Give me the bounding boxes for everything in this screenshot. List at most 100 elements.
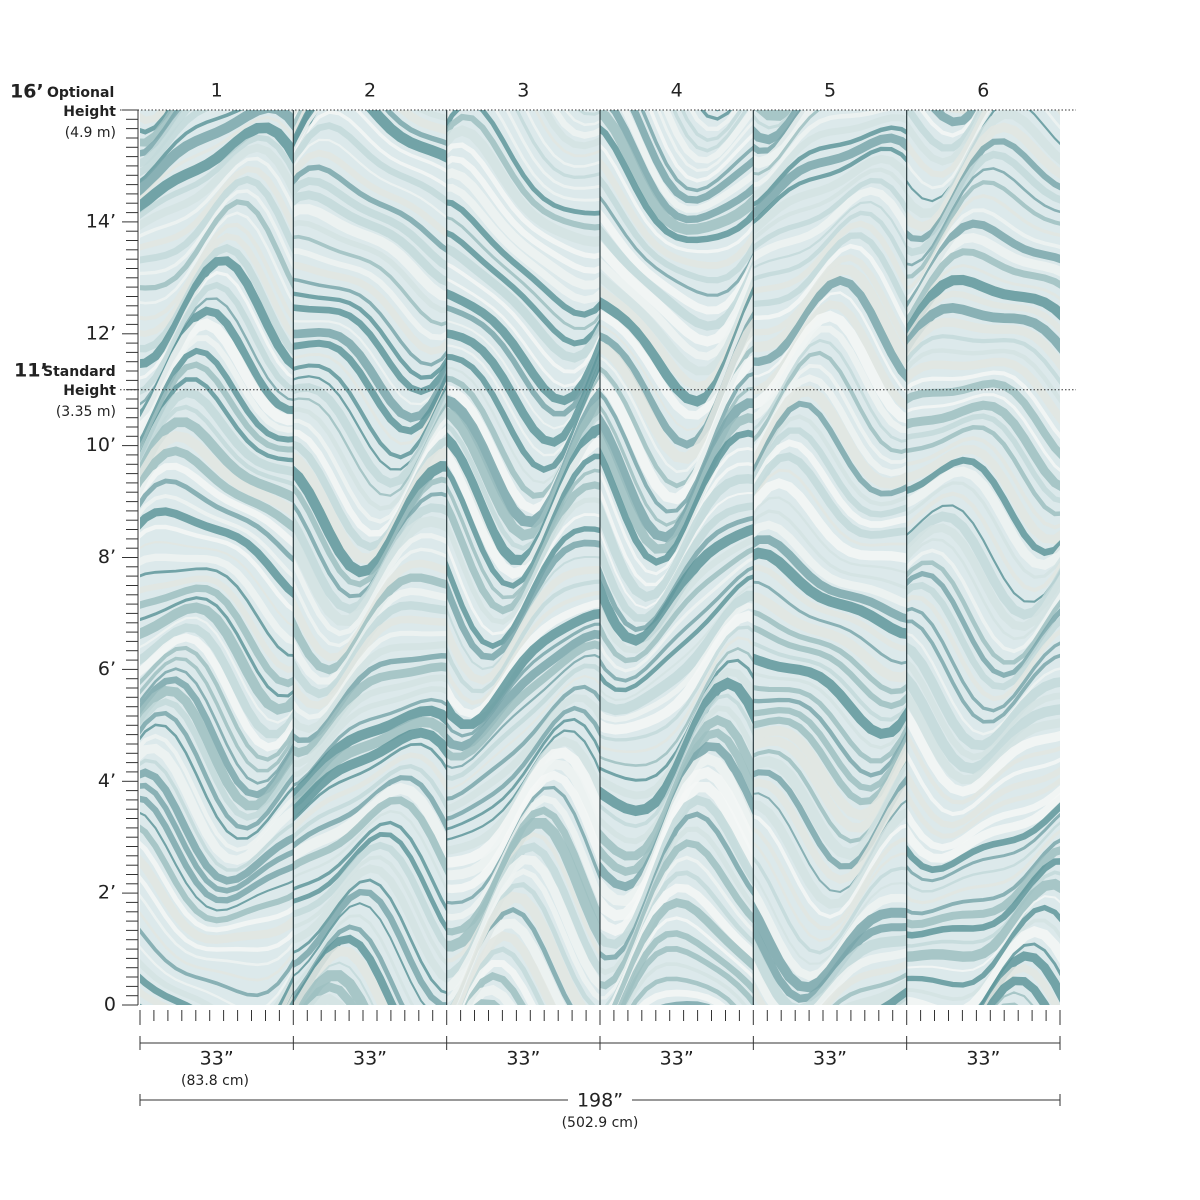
marble-vein xyxy=(600,610,754,735)
marble-vein xyxy=(600,839,754,990)
marble-vein xyxy=(753,641,907,722)
height-label: 0 xyxy=(104,994,116,1016)
marble-vein xyxy=(906,538,1060,641)
marble-vein xyxy=(906,167,1060,267)
marble-vein xyxy=(293,615,447,710)
marble-vein xyxy=(620,110,754,213)
marble-vein xyxy=(288,0,451,92)
marble-vein xyxy=(600,636,754,754)
marble-vein xyxy=(140,361,294,457)
marble-vein xyxy=(600,590,754,716)
marble-vein xyxy=(446,329,600,447)
marble-vein xyxy=(293,686,447,778)
marble-vein xyxy=(600,157,754,269)
marble-vein xyxy=(293,320,447,406)
marble-vein xyxy=(600,556,754,673)
marble-vein xyxy=(906,400,1060,491)
marble-vein xyxy=(630,976,737,1005)
marble-vein xyxy=(753,934,907,1005)
height-label: 8’ xyxy=(98,546,116,568)
standard-label: Standard xyxy=(43,364,116,380)
marble-vein xyxy=(753,800,907,909)
marble-vein xyxy=(446,110,600,190)
marble-vein xyxy=(446,183,600,304)
marble-vein xyxy=(446,304,600,417)
marble-vein xyxy=(293,138,447,219)
marble-vein xyxy=(600,474,754,602)
panel-number: 2 xyxy=(364,80,376,102)
marble-vein xyxy=(140,243,294,357)
marble-vein xyxy=(753,547,907,640)
marble-vein xyxy=(446,397,600,541)
marble-vein xyxy=(906,829,1060,905)
marble-vein xyxy=(140,110,172,135)
marble-vein xyxy=(446,113,600,231)
marble-vein xyxy=(140,698,294,821)
panel-number: 3 xyxy=(517,80,529,102)
marble-vein xyxy=(906,180,1060,279)
marble-vein xyxy=(600,811,754,961)
marble-vein xyxy=(140,507,294,599)
marble-vein xyxy=(293,327,447,423)
marble-vein xyxy=(303,981,357,1005)
marble-vein xyxy=(906,456,1060,557)
marble-vein xyxy=(140,768,294,885)
marble-vein xyxy=(600,677,754,817)
marble-vein xyxy=(293,727,447,819)
marble-vein xyxy=(600,429,754,566)
marble-vein xyxy=(611,898,754,1005)
marble-vein xyxy=(753,110,907,188)
marble-vein xyxy=(293,630,447,720)
marble-pattern xyxy=(140,0,1065,1125)
marble-vein xyxy=(906,357,1060,425)
marble-vein xyxy=(140,110,294,184)
marble-vein xyxy=(906,895,1060,973)
marble-vein xyxy=(930,110,980,127)
marble-vein xyxy=(140,256,294,371)
marble-vein xyxy=(753,535,907,623)
marble-vein xyxy=(446,674,600,790)
marble-vein xyxy=(753,125,907,208)
marble-vein xyxy=(906,812,1060,883)
marble-vein xyxy=(446,629,600,752)
standard-feet: 11’ xyxy=(14,360,48,382)
marble-vein xyxy=(446,288,600,406)
marble-vein xyxy=(600,447,754,576)
marble-vein xyxy=(446,795,600,921)
marble-vein xyxy=(906,334,1060,385)
marble-vein xyxy=(906,110,1060,178)
marble-vein xyxy=(140,270,294,380)
marble-vein xyxy=(902,1030,1065,1125)
marble-vein xyxy=(753,350,907,454)
marble-vein xyxy=(600,625,754,742)
marble-vein xyxy=(600,195,754,297)
marble-vein xyxy=(140,541,294,627)
marble-vein xyxy=(753,146,907,225)
marble-vein xyxy=(906,730,1060,805)
marble-vein xyxy=(906,290,1060,347)
marble-vein xyxy=(753,855,907,955)
marble-vein xyxy=(753,624,907,710)
standard-metric: (3.35 m) xyxy=(56,404,116,420)
marble-vein xyxy=(600,317,754,464)
marble-vein xyxy=(140,165,294,251)
marble-vein xyxy=(140,743,294,866)
marble-vein xyxy=(906,110,986,152)
marble-vein xyxy=(748,0,911,92)
marble-vein xyxy=(446,497,600,625)
marble-vein xyxy=(446,539,600,661)
marble-vein xyxy=(600,124,754,244)
marble-vein xyxy=(446,155,600,274)
marble-vein xyxy=(140,811,294,912)
marble-vein xyxy=(600,565,754,683)
panel-texture xyxy=(600,110,754,1005)
marble-vein xyxy=(753,310,907,424)
marble-vein xyxy=(600,646,754,767)
marble-vein xyxy=(753,439,907,528)
marble-vein xyxy=(140,524,294,613)
marble-vein xyxy=(648,110,754,183)
marble-vein xyxy=(140,110,192,168)
marble-vein xyxy=(446,640,600,761)
marble-vein xyxy=(140,462,294,548)
marble-vein xyxy=(446,770,600,894)
